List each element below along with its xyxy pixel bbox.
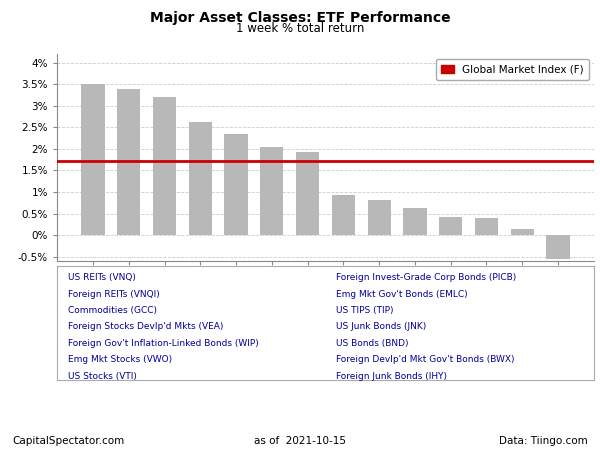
Bar (189, 122, 212, 235)
Bar (260, 147, 283, 235)
Text: Commodities (GCC): Commodities (GCC) (68, 306, 157, 315)
Text: CapitalSpectator.com: CapitalSpectator.com (12, 436, 124, 446)
Text: US TIPS (TIP): US TIPS (TIP) (336, 306, 394, 315)
Text: US Stocks (VTI): US Stocks (VTI) (68, 372, 137, 381)
Bar (82, 84, 104, 235)
Text: Foreign Stocks Devlp'd Mkts (VEA): Foreign Stocks Devlp'd Mkts (VEA) (68, 323, 223, 332)
Text: Emg Mkt Gov't Bonds (EMLC): Emg Mkt Gov't Bonds (EMLC) (336, 290, 468, 299)
Bar (547, 235, 569, 259)
Text: US Bonds (BND): US Bonds (BND) (336, 339, 409, 348)
Bar (475, 218, 498, 235)
Text: Foreign Devlp'd Mkt Gov't Bonds (BWX): Foreign Devlp'd Mkt Gov't Bonds (BWX) (336, 355, 515, 364)
Bar (511, 229, 534, 235)
Text: US Junk Bonds (JNK): US Junk Bonds (JNK) (336, 323, 427, 332)
Text: Foreign Invest-Grade Corp Bonds (PICB): Foreign Invest-Grade Corp Bonds (PICB) (336, 273, 517, 282)
Text: Emg Mkt Stocks (VWO): Emg Mkt Stocks (VWO) (68, 355, 172, 364)
Text: 1 week % total return: 1 week % total return (236, 22, 364, 36)
Text: Major Asset Classes: ETF Performance: Major Asset Classes: ETF Performance (149, 11, 451, 25)
Bar (403, 208, 427, 235)
Bar (117, 89, 140, 235)
Text: US REITs (VNQ): US REITs (VNQ) (68, 273, 136, 282)
Legend: Global Market Index (F): Global Market Index (F) (436, 59, 589, 80)
Text: Foreign Gov't Inflation-Linked Bonds (WIP): Foreign Gov't Inflation-Linked Bonds (WI… (68, 339, 259, 348)
Text: Data: Tiingo.com: Data: Tiingo.com (499, 436, 588, 446)
Text: Foreign Junk Bonds (IHY): Foreign Junk Bonds (IHY) (336, 372, 447, 381)
Bar (332, 195, 355, 235)
Text: as of  2021-10-15: as of 2021-10-15 (254, 436, 346, 446)
Bar (439, 217, 462, 235)
Text: Foreign REITs (VNQI): Foreign REITs (VNQI) (68, 290, 160, 299)
Bar (153, 97, 176, 235)
Bar (224, 134, 248, 235)
Bar (368, 200, 391, 235)
Bar (296, 152, 319, 235)
